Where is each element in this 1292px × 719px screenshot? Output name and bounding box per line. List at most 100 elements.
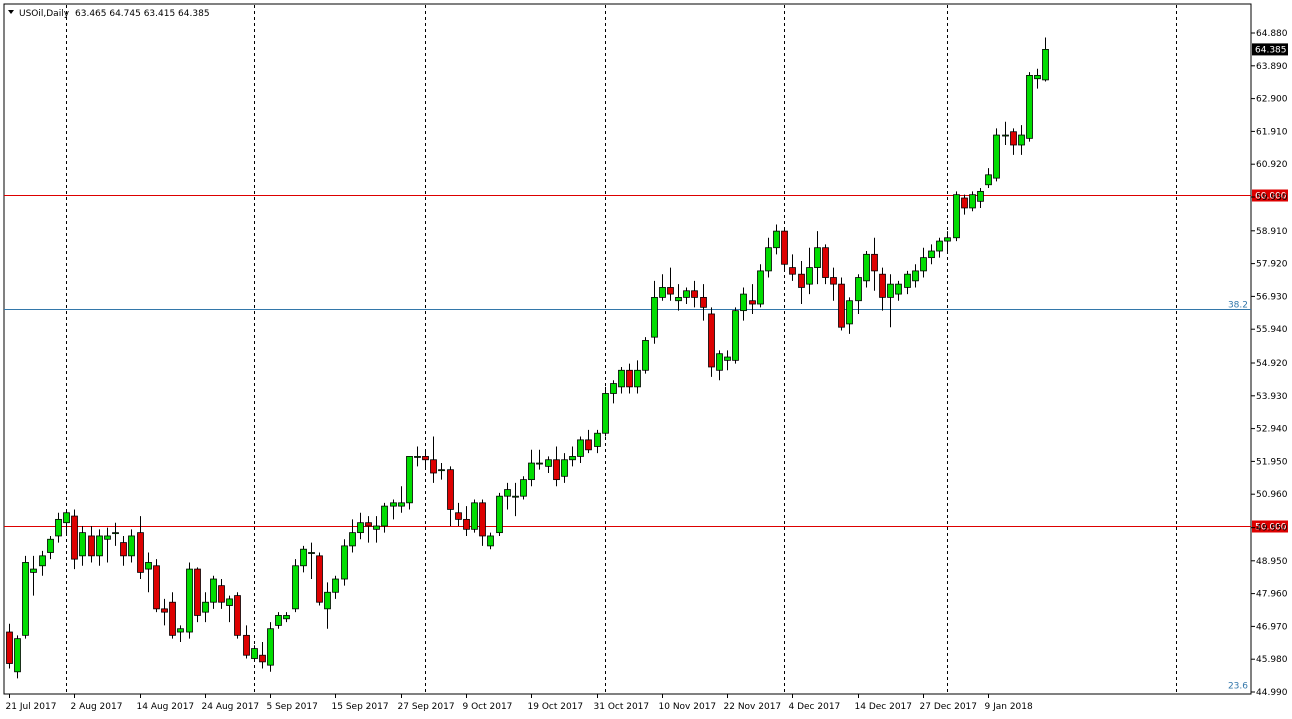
price-tick-label: 62.900 bbox=[1256, 95, 1288, 105]
candle-body bbox=[55, 518, 62, 537]
candle-body bbox=[120, 542, 127, 557]
time-tick-label: 21 Jul 2017 bbox=[6, 702, 57, 712]
candle-body bbox=[479, 502, 486, 537]
candle-body bbox=[300, 548, 307, 567]
candle-body bbox=[920, 257, 927, 272]
price-axis[interactable]: 60.000 50.000 64.880 63.890 62.900 61.910 60.9… bbox=[1251, 29, 1288, 698]
candle-body bbox=[259, 654, 266, 663]
candle-body bbox=[1010, 131, 1017, 146]
candle-body bbox=[365, 522, 372, 527]
candle-body bbox=[936, 240, 943, 252]
candle-body bbox=[528, 462, 535, 481]
candle-body bbox=[210, 578, 217, 603]
candle-body bbox=[1042, 49, 1049, 81]
candle-body bbox=[145, 562, 152, 570]
candle-body bbox=[724, 356, 731, 361]
candle-body bbox=[977, 190, 984, 202]
price-tick-label: 59.930 bbox=[1256, 193, 1288, 203]
time-tick-label: 15 Sep 2017 bbox=[332, 702, 389, 712]
candle-body bbox=[128, 535, 135, 557]
time-tick-label: 14 Aug 2017 bbox=[137, 702, 195, 712]
candle-body bbox=[63, 512, 70, 524]
time-tick-label: 2 Aug 2017 bbox=[71, 702, 123, 712]
candle-body bbox=[855, 277, 862, 302]
time-tick-label: 27 Dec 2017 bbox=[920, 702, 978, 712]
candle-body bbox=[806, 267, 813, 285]
candle-body bbox=[169, 601, 176, 636]
candle-body bbox=[887, 283, 894, 298]
candle-body bbox=[520, 479, 527, 497]
candle-body bbox=[22, 562, 29, 636]
price-tick-label: 58.910 bbox=[1256, 227, 1288, 237]
price-tick-label: 56.930 bbox=[1256, 292, 1288, 302]
candle-body bbox=[749, 300, 756, 305]
candle-body bbox=[740, 293, 747, 312]
time-axis[interactable]: 21 Jul 2017 2 Aug 2017 14 Aug 2017 24 Aug 2… bbox=[6, 694, 1033, 712]
candle-body bbox=[912, 270, 919, 282]
candle-body bbox=[1034, 75, 1041, 80]
candle-body bbox=[186, 568, 193, 633]
candle-body bbox=[422, 456, 429, 461]
candle-body bbox=[536, 462, 543, 465]
candle-body bbox=[202, 601, 209, 613]
candle-body bbox=[944, 237, 951, 242]
price-tick-label: 50.960 bbox=[1256, 490, 1288, 500]
price-tick-label: 53.930 bbox=[1256, 392, 1288, 402]
time-tick-label: 22 Nov 2017 bbox=[724, 702, 782, 712]
candle-body bbox=[830, 277, 837, 285]
period-separators bbox=[66, 5, 1177, 693]
candle-body bbox=[904, 273, 911, 288]
candle-body bbox=[308, 552, 315, 554]
candle-body bbox=[594, 432, 601, 447]
candle-body bbox=[879, 273, 886, 298]
triangle-down-icon[interactable] bbox=[8, 10, 14, 14]
ohlc-readout: 63.465 64.745 63.415 64.385 bbox=[75, 9, 210, 19]
price-tick-label: 57.920 bbox=[1256, 260, 1288, 270]
candle-body bbox=[324, 591, 331, 610]
candle-body bbox=[512, 495, 519, 498]
price-tick-label: 61.910 bbox=[1256, 127, 1288, 137]
candle-body bbox=[234, 595, 241, 636]
candle-body bbox=[871, 253, 878, 272]
time-tick-label: 31 Oct 2017 bbox=[594, 702, 650, 712]
candle-body bbox=[6, 631, 13, 664]
candle-body bbox=[398, 502, 405, 507]
candle-body bbox=[651, 296, 658, 338]
price-tick-label: 64.880 bbox=[1256, 29, 1288, 39]
candle-body bbox=[675, 296, 682, 302]
level-price-label: 50.000 bbox=[1255, 523, 1287, 533]
candle-body bbox=[553, 459, 560, 481]
candle-body bbox=[708, 313, 715, 368]
candle-body bbox=[732, 310, 739, 361]
price-tick-label: 49.950 bbox=[1256, 524, 1288, 534]
candle-body bbox=[283, 615, 290, 620]
candle-body bbox=[267, 628, 274, 666]
candle-body bbox=[667, 287, 674, 295]
candle-body bbox=[373, 525, 380, 530]
price-tick-label: 45.980 bbox=[1256, 655, 1288, 665]
time-tick-label: 4 Dec 2017 bbox=[789, 702, 841, 712]
candle-body bbox=[846, 300, 853, 325]
candle-body bbox=[545, 459, 552, 467]
candle-body bbox=[610, 383, 617, 394]
candle-body bbox=[471, 502, 478, 530]
candle-body bbox=[463, 518, 470, 530]
price-tick-label: 51.950 bbox=[1256, 457, 1288, 467]
candle-body bbox=[96, 535, 103, 557]
candle-body bbox=[561, 459, 568, 477]
price-tick-label: 60.920 bbox=[1256, 160, 1288, 170]
candle-body bbox=[47, 538, 54, 553]
candle-body bbox=[430, 459, 437, 474]
candle-body bbox=[447, 469, 454, 510]
time-tick-label: 24 Aug 2017 bbox=[202, 702, 260, 712]
candles bbox=[6, 37, 1049, 679]
candle-body bbox=[341, 545, 348, 580]
candle-body bbox=[504, 489, 511, 497]
candle-body bbox=[137, 532, 144, 573]
candle-body bbox=[438, 469, 445, 472]
candle-body bbox=[618, 369, 625, 388]
candle-body bbox=[79, 532, 86, 557]
level-price-box bbox=[1252, 189, 1288, 202]
